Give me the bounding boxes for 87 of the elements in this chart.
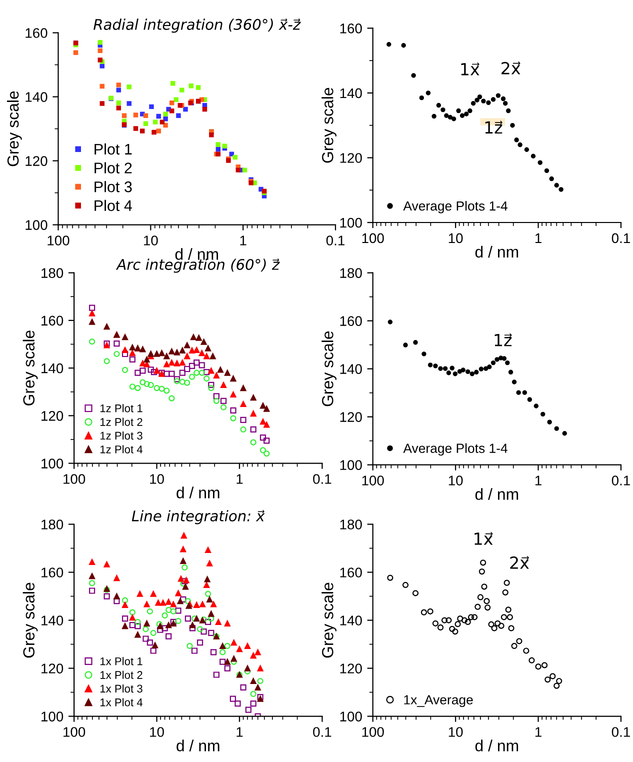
y-tick-label: 140 <box>340 364 362 374</box>
legend-label: Plot 3 <box>94 181 132 192</box>
annotation: 1x⃗ <box>461 62 480 76</box>
x-tick-label: 1 <box>236 474 243 484</box>
y-tick-label: 180 <box>340 268 362 278</box>
legend-label: Average Plots 1-4 <box>403 443 508 456</box>
x-tick-label: 0.1 <box>612 727 630 737</box>
y-tick-label: 120 <box>42 411 64 421</box>
x-tick-label: 0.1 <box>612 233 630 244</box>
y-tick-label: 120 <box>42 664 64 674</box>
x-tick-label: 0.1 <box>313 727 332 737</box>
y-tick-label: 160 <box>26 28 48 38</box>
y-tick-label: 140 <box>42 363 64 374</box>
legend-label: Average Plots 1-4 <box>403 200 508 214</box>
y-tick-label: 100 <box>42 458 64 468</box>
y-tick-label: 120 <box>340 153 362 163</box>
y-tick-label: 140 <box>340 616 362 626</box>
annotation: 2x⃗ <box>510 556 530 569</box>
legend-label: 1x Plot 4 <box>100 698 143 706</box>
x-tick-label: 1 <box>535 233 542 243</box>
y-tick-label: 140 <box>340 88 362 98</box>
x-tick-label: 1 <box>240 236 246 246</box>
annotation: 1z⃗ <box>485 120 502 134</box>
y-axis-title: Grey scale <box>322 331 336 406</box>
y-tick-label: 180 <box>340 520 362 530</box>
x-tick-label: 100 <box>362 233 384 244</box>
x-axis-title: d / nm <box>475 740 518 752</box>
chart-title: Radial integration (360°) x⃗-z⃗ <box>94 18 301 33</box>
x-axis-title: d / nm <box>475 488 518 500</box>
x-tick-label: 1 <box>236 727 243 737</box>
x-tick-label: 100 <box>362 727 384 737</box>
x-tick-label: 10 <box>448 476 463 486</box>
chart-title: Arc integration (60°) z⃗ <box>116 258 280 273</box>
y-tick-label: 100 <box>26 220 48 230</box>
y-tick-label: 160 <box>340 568 362 578</box>
y-tick-label: 180 <box>42 268 64 278</box>
y-tick-label: 100 <box>340 218 362 228</box>
chart-title: Line integration: x⃗ <box>132 510 265 524</box>
y-tick-label: 140 <box>42 616 64 626</box>
y-tick-label: 160 <box>340 24 362 34</box>
y-axis-title: Grey scale <box>6 91 22 166</box>
x-tick-label: 10 <box>150 727 164 737</box>
y-tick-label: 100 <box>42 712 64 722</box>
annotation: 1x⃗ <box>474 532 493 545</box>
y-tick-label: 160 <box>42 316 64 326</box>
y-axis-title: Grey scale <box>322 582 336 658</box>
legend-label: 1z Plot 4 <box>100 445 143 454</box>
y-tick-label: 120 <box>26 156 48 166</box>
y-tick-label: 120 <box>340 412 362 422</box>
x-tick-label: 0.1 <box>313 474 332 484</box>
y-tick-label: 120 <box>340 664 362 674</box>
x-axis-title: d / nm <box>176 740 220 752</box>
y-axis-title: Grey scale <box>22 582 38 658</box>
x-tick-label: 10 <box>144 236 158 246</box>
legend-label: Plot 4 <box>94 200 132 212</box>
annotation: 1z⃗ <box>494 333 512 346</box>
legend-label: 1x_Average <box>404 695 473 708</box>
legend-label: 1z Plot 3 <box>100 431 142 440</box>
x-tick-label: 100 <box>362 476 384 486</box>
legend-label: Plot 2 <box>94 162 132 174</box>
x-tick-label: 100 <box>64 474 86 484</box>
y-axis-title: Grey scale <box>322 88 336 163</box>
y-tick-label: 100 <box>340 712 362 722</box>
x-tick-label: 10 <box>448 233 463 244</box>
x-tick-label: 0.1 <box>612 476 630 486</box>
x-axis-title: d / nm <box>475 246 518 258</box>
x-tick-label: 100 <box>64 727 86 737</box>
y-tick-label: 100 <box>340 460 362 470</box>
legend-label: 1x Plot 2 <box>100 670 142 679</box>
annotation: 2x⃗ <box>502 62 520 74</box>
x-tick-label: 1 <box>535 476 542 486</box>
legend-label: 1z Plot 2 <box>100 418 142 426</box>
legend-label: 1x Plot 3 <box>100 684 142 693</box>
y-tick-label: 180 <box>42 520 64 530</box>
x-tick-label: 10 <box>448 727 463 737</box>
x-tick-label: 0.1 <box>326 236 344 246</box>
y-axis-title: Grey scale <box>22 330 38 406</box>
x-tick-label: 10 <box>150 474 164 484</box>
y-tick-label: 160 <box>42 568 64 578</box>
x-axis-title: d / nm <box>176 486 220 498</box>
x-axis-title: d / nm <box>175 248 218 260</box>
legend-label: 1z Plot 1 <box>100 404 142 412</box>
x-tick-label: 1 <box>535 727 542 737</box>
legend-label: 1x Plot 1 <box>100 657 142 666</box>
y-tick-label: 140 <box>26 92 48 102</box>
legend-label: Plot 1 <box>94 143 132 155</box>
y-tick-label: 160 <box>340 316 362 326</box>
